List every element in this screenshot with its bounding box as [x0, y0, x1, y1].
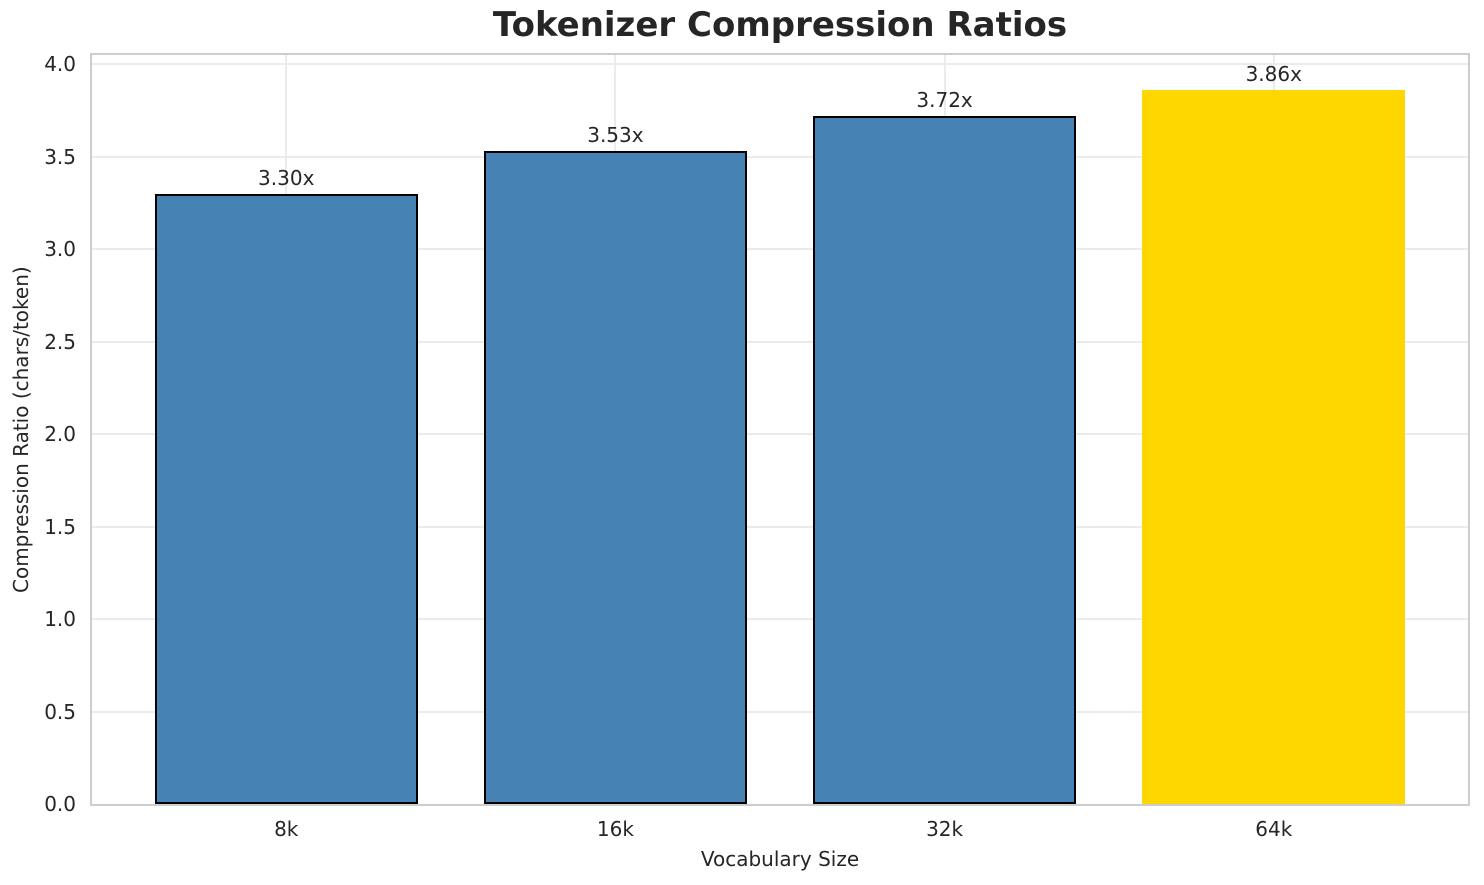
- bar-32k: [812, 116, 1077, 804]
- bar-16k: [483, 151, 748, 804]
- gridline-horizontal: [92, 63, 1468, 66]
- bar-value-label: 3.72x: [916, 88, 973, 113]
- y-tick-label: 0.5: [44, 699, 76, 724]
- y-tick-label: 3.5: [44, 144, 76, 169]
- gridline-horizontal: [92, 155, 1468, 158]
- gridline-horizontal: [92, 248, 1468, 251]
- gridline-horizontal: [92, 433, 1468, 436]
- bar-value-label: 3.53x: [587, 123, 644, 148]
- y-tick-label: 2.5: [44, 329, 76, 354]
- x-tick-label: 8k: [274, 817, 299, 841]
- y-tick-label: 3.0: [44, 237, 76, 262]
- y-tick-label: 2.0: [44, 422, 76, 447]
- y-tick-label: 4.0: [44, 52, 76, 77]
- y-tick-label: 1.5: [44, 514, 76, 539]
- chart-title: Tokenizer Compression Ratios: [492, 5, 1068, 45]
- x-tick-label: 64k: [1255, 817, 1293, 841]
- gridline-horizontal: [92, 340, 1468, 343]
- y-tick-label: 1.0: [44, 607, 76, 632]
- y-tick-label: 0.0: [44, 792, 76, 816]
- gridline-horizontal: [92, 618, 1468, 621]
- gridline-horizontal: [92, 525, 1468, 528]
- x-tick-label: 16k: [596, 817, 634, 841]
- bar-value-label: 3.30x: [258, 165, 315, 190]
- bar-8k: [154, 193, 418, 804]
- bar-value-label: 3.86x: [1245, 62, 1302, 87]
- plot-area: 3.30x 3.53x 3.72x 3.86x: [90, 53, 1470, 806]
- x-tick-label: 32k: [926, 817, 964, 841]
- bar-64k: [1142, 90, 1406, 804]
- gridline-horizontal: [92, 710, 1468, 713]
- x-axis-label: Vocabulary Size: [700, 847, 860, 871]
